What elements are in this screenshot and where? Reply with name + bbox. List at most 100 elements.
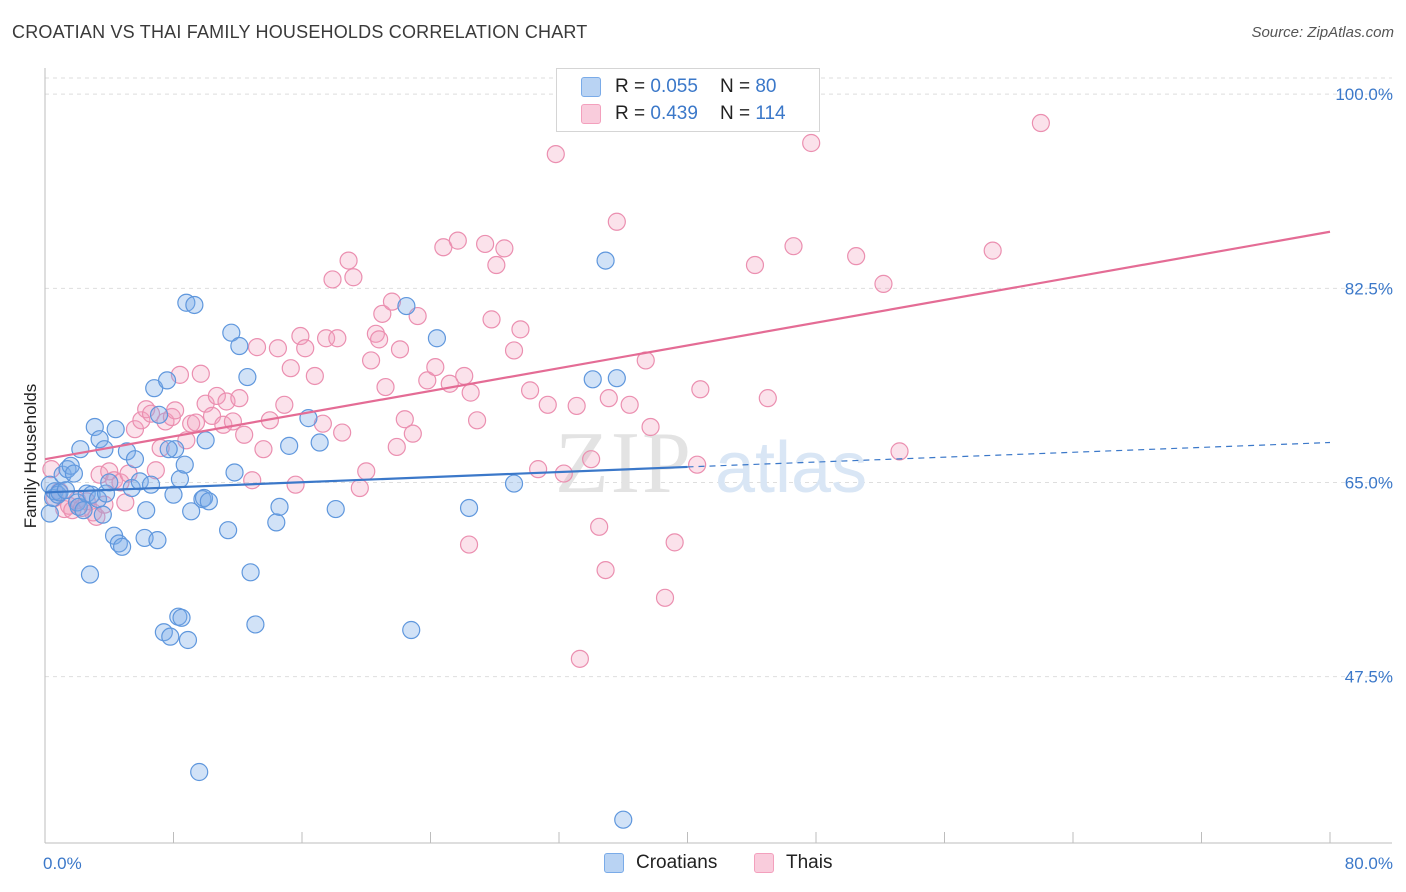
thai-point xyxy=(328,329,347,348)
thai-point xyxy=(504,341,524,360)
croatian-point xyxy=(459,498,479,518)
thai-point xyxy=(373,304,392,323)
thai-point xyxy=(487,255,506,275)
thai-point xyxy=(482,310,501,329)
thais-swatch xyxy=(754,853,774,873)
croatian-point xyxy=(141,475,161,494)
thai-point xyxy=(132,411,151,430)
y-tick-label: 100.0% xyxy=(1335,85,1393,104)
croatians-trend-extension xyxy=(687,441,1331,468)
legend-row-croatians: R = 0.055 N = 80 xyxy=(581,76,776,98)
croatian-point xyxy=(427,329,447,348)
axes xyxy=(44,68,1392,844)
thai-point xyxy=(390,340,410,359)
croatian-point xyxy=(172,608,191,627)
croatian-point xyxy=(199,492,218,511)
legend-n-label: N = xyxy=(719,76,751,97)
croatian-point xyxy=(159,440,178,459)
thai-point xyxy=(305,366,324,386)
thai-point xyxy=(366,324,385,343)
thai-point xyxy=(448,231,467,250)
series-legend: Croatians Thais xyxy=(0,852,1406,876)
croatian-point xyxy=(130,472,149,491)
thai-point xyxy=(554,464,573,483)
croatian-point xyxy=(246,615,265,634)
croatian-point xyxy=(614,810,633,829)
y-tick-label: 65.0% xyxy=(1345,473,1393,492)
thai-point xyxy=(243,471,262,490)
croatian-point xyxy=(157,371,177,390)
croatian-point xyxy=(196,431,215,450)
croatian-point xyxy=(219,521,238,540)
source-label: Source: ZipAtlas.com xyxy=(1251,24,1394,41)
thai-point xyxy=(455,366,474,386)
croatian-point xyxy=(583,370,602,389)
thai-point xyxy=(286,475,305,494)
legend-r-label: R = xyxy=(615,103,646,124)
thai-point xyxy=(235,425,254,444)
x-tick-label-max: 80.0% xyxy=(1345,854,1393,873)
thai-point xyxy=(275,395,294,414)
thai-point xyxy=(333,423,352,442)
legend-r-label: R = xyxy=(615,76,646,97)
croatian-point xyxy=(100,473,119,492)
croatian-point xyxy=(112,537,132,556)
thai-point xyxy=(207,386,226,406)
thai-point xyxy=(323,270,342,289)
y-tick-label: 82.5% xyxy=(1345,279,1393,298)
thai-point xyxy=(691,380,710,399)
thai-point xyxy=(745,255,765,275)
croatian-point xyxy=(504,474,524,493)
watermark-atlas: atlas xyxy=(715,428,867,508)
croatian-point xyxy=(175,455,194,474)
croatian-point xyxy=(93,505,112,524)
thai-point xyxy=(890,442,909,461)
croatian-point xyxy=(185,295,204,315)
thai-point xyxy=(467,411,487,430)
croatian-point xyxy=(310,433,329,452)
croatian-point xyxy=(230,336,249,356)
croatian-point xyxy=(270,497,289,516)
legend-n-value-croatians: 80 xyxy=(755,76,777,97)
croatian-point xyxy=(109,534,128,553)
thai-point xyxy=(296,339,315,358)
series-legend-croatians[interactable]: Croatians xyxy=(604,852,717,874)
thai-point xyxy=(382,292,402,311)
series-legend-thais[interactable]: Thais xyxy=(754,852,832,874)
croatian-point xyxy=(182,502,201,521)
croatians-swatch xyxy=(604,853,624,873)
croatian-point xyxy=(164,485,183,504)
croatian-point xyxy=(71,440,90,459)
trend-lines xyxy=(44,230,1331,494)
thai-point xyxy=(376,377,395,397)
croatian-point xyxy=(190,762,209,782)
thai-point xyxy=(370,330,389,349)
thai-point xyxy=(361,351,381,370)
legend-box: R = 0.055 N = 80 R = 0.439 N = 114 xyxy=(556,68,820,132)
thai-point xyxy=(529,460,548,479)
thai-point xyxy=(665,533,684,552)
thai-point xyxy=(641,417,660,437)
thai-point xyxy=(582,450,601,469)
thai-point xyxy=(655,588,675,607)
thai-point xyxy=(590,517,609,536)
croatian-point xyxy=(90,430,109,449)
thai-point xyxy=(546,144,565,164)
croatian-point xyxy=(280,436,299,455)
thai-point xyxy=(607,212,626,231)
croatian-point xyxy=(166,440,185,459)
y-tick-label: 47.5% xyxy=(1345,668,1393,687)
thai-point xyxy=(344,268,363,287)
legend-n-label: N = xyxy=(719,103,751,124)
thai-point xyxy=(395,410,414,429)
thai-point xyxy=(254,440,273,459)
croatian-point xyxy=(222,323,241,342)
croatian-point xyxy=(402,620,421,640)
thai-point xyxy=(426,357,445,377)
y-tick-labels: 47.5% 65.0% 82.5% 100.0% xyxy=(1335,85,1393,686)
thais-trend-line xyxy=(44,230,1331,461)
croatian-point xyxy=(106,420,125,439)
thai-point xyxy=(567,396,586,416)
legend-n-value-thais: 114 xyxy=(755,103,786,124)
